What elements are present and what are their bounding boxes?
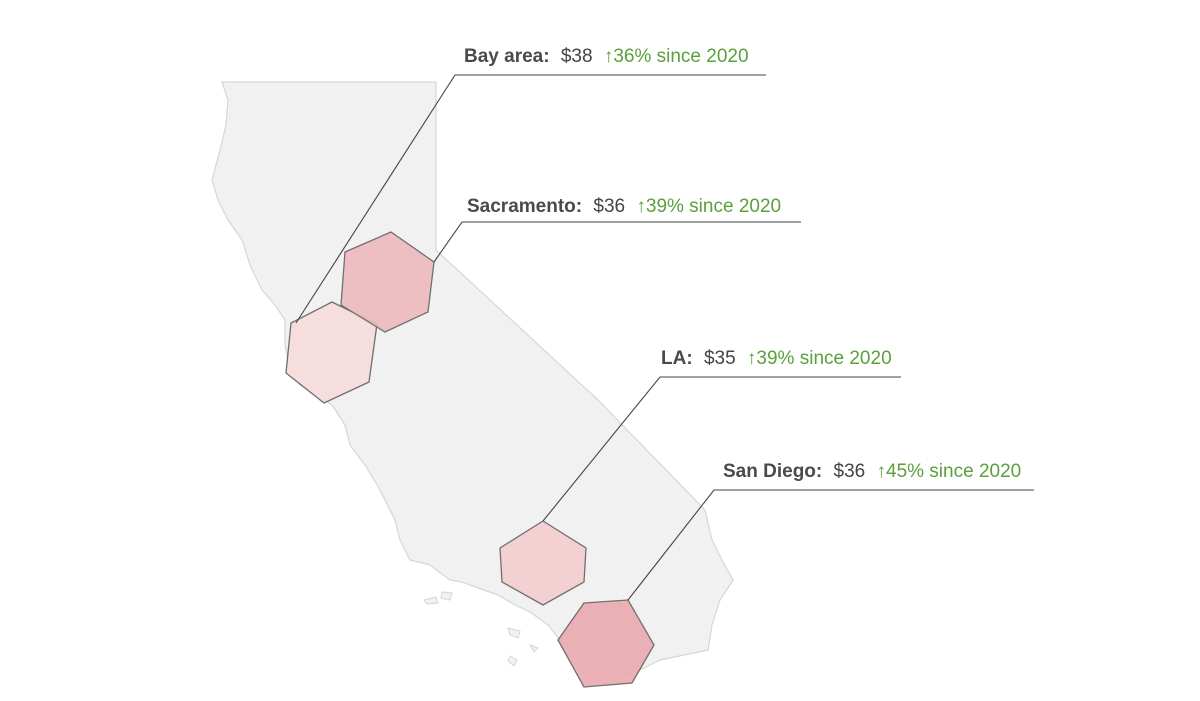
la-label: LA: $35 ↑39% since 2020 bbox=[661, 348, 892, 369]
california-state-shape bbox=[211, 81, 734, 681]
island-shape bbox=[423, 596, 439, 605]
sacramento-name: Sacramento: bbox=[467, 196, 582, 217]
san-diego-label: San Diego: $36 ↑45% since 2020 bbox=[723, 461, 1021, 482]
island-shape bbox=[528, 644, 539, 653]
sacramento-value: $36 bbox=[593, 196, 625, 217]
la-hexagon[interactable] bbox=[499, 520, 587, 606]
la-value: $35 bbox=[704, 348, 736, 369]
bay-area-name: Bay area: bbox=[464, 46, 550, 67]
island-shape bbox=[440, 591, 453, 601]
bay-area-leader-line bbox=[295, 74, 766, 324]
san-diego-leader-line bbox=[627, 489, 1034, 601]
la-leader-line bbox=[542, 376, 901, 522]
la-name: LA: bbox=[661, 348, 693, 369]
island-shape bbox=[507, 655, 518, 667]
bay-area-label: Bay area: $38 ↑36% since 2020 bbox=[464, 46, 749, 67]
san-diego-change: ↑45% since 2020 bbox=[877, 461, 1022, 482]
bay-area-value: $38 bbox=[561, 46, 593, 67]
sacramento-label: Sacramento: $36 ↑39% since 2020 bbox=[467, 196, 781, 217]
bay-area-change: ↑36% since 2020 bbox=[604, 46, 749, 67]
la-change: ↑39% since 2020 bbox=[747, 348, 892, 369]
sacramento-leader-line bbox=[433, 221, 801, 263]
island-shape bbox=[507, 627, 521, 639]
san-diego-value: $36 bbox=[834, 461, 866, 482]
sacramento-change: ↑39% since 2020 bbox=[636, 196, 781, 217]
san-diego-name: San Diego: bbox=[723, 461, 822, 482]
